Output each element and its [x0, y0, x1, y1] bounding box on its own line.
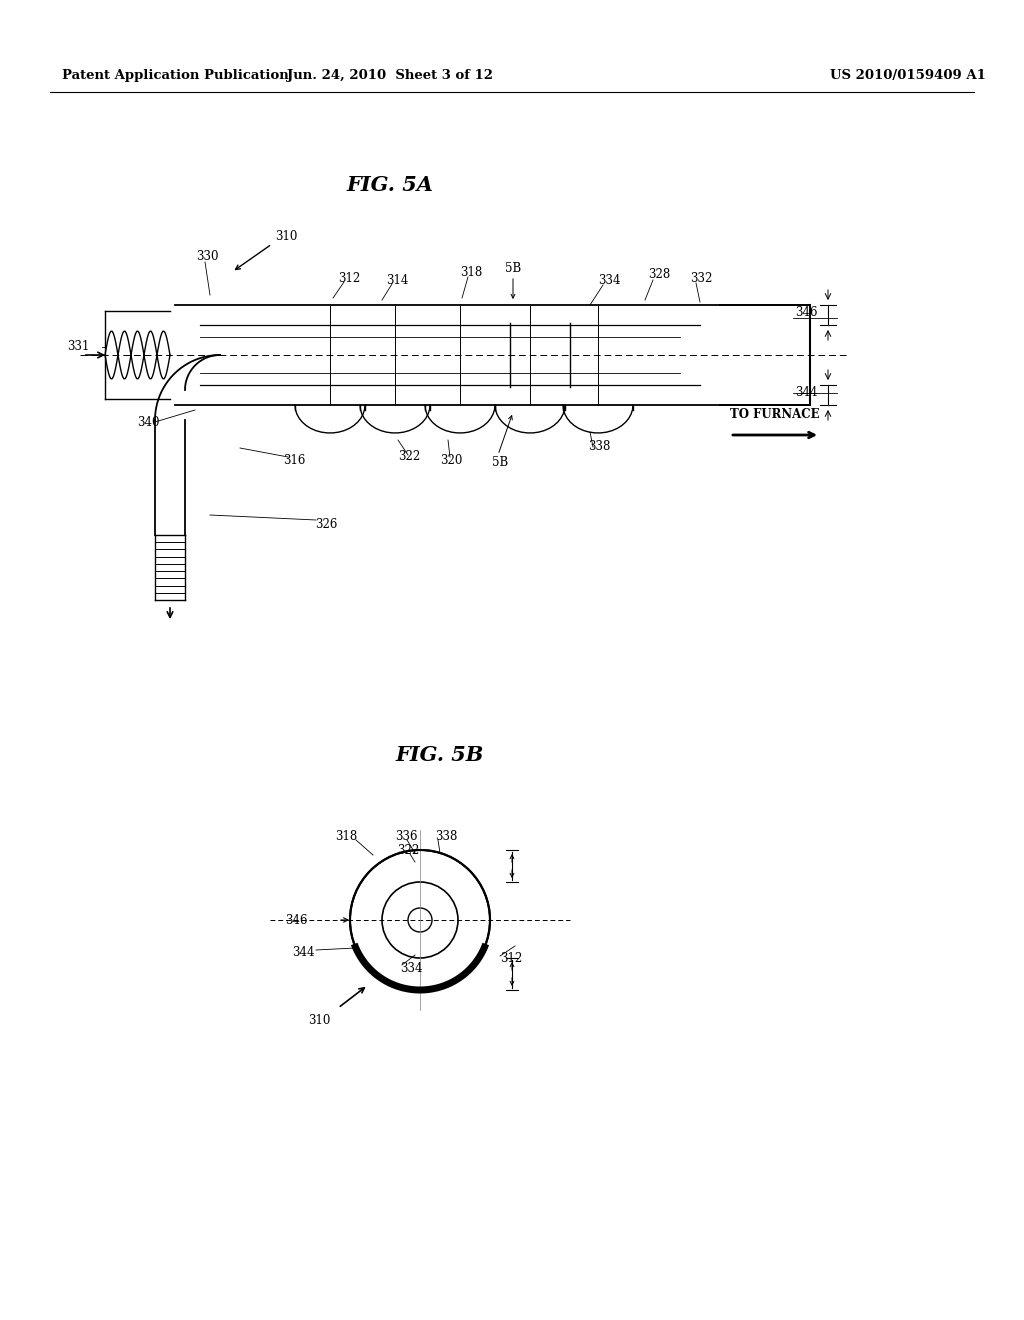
Text: 346: 346	[795, 306, 817, 319]
Text: 314: 314	[386, 273, 409, 286]
Text: 328: 328	[648, 268, 671, 281]
Text: 331: 331	[67, 341, 89, 354]
Text: US 2010/0159409 A1: US 2010/0159409 A1	[830, 69, 986, 82]
Text: 332: 332	[690, 272, 713, 285]
Polygon shape	[351, 942, 489, 994]
Text: Patent Application Publication: Patent Application Publication	[62, 69, 289, 82]
Text: 322: 322	[397, 845, 419, 858]
Text: 338: 338	[588, 441, 610, 454]
Text: 320: 320	[440, 454, 463, 466]
Text: 336: 336	[395, 829, 418, 842]
Text: TO FURNACE: TO FURNACE	[730, 408, 820, 421]
Text: 310: 310	[275, 231, 297, 243]
Text: 334: 334	[598, 273, 621, 286]
Text: 322: 322	[398, 450, 420, 463]
Text: 346: 346	[286, 913, 308, 927]
Text: 330: 330	[196, 249, 218, 263]
Text: 334: 334	[400, 961, 423, 974]
Text: 344: 344	[293, 946, 315, 960]
Text: 312: 312	[338, 272, 360, 285]
Text: 340: 340	[137, 416, 160, 429]
Text: FIG. 5A: FIG. 5A	[346, 176, 433, 195]
Text: 326: 326	[315, 517, 337, 531]
Text: 316: 316	[283, 454, 305, 466]
Text: 5B: 5B	[505, 263, 521, 276]
Text: Jun. 24, 2010  Sheet 3 of 12: Jun. 24, 2010 Sheet 3 of 12	[287, 69, 493, 82]
Text: 5B: 5B	[492, 455, 508, 469]
Text: 338: 338	[435, 829, 458, 842]
Text: 318: 318	[460, 265, 482, 279]
Text: 318: 318	[335, 829, 357, 842]
Text: FIG. 5B: FIG. 5B	[396, 744, 484, 766]
Text: 312: 312	[500, 952, 522, 965]
Text: 344: 344	[795, 387, 817, 400]
Text: 310: 310	[308, 1014, 331, 1027]
